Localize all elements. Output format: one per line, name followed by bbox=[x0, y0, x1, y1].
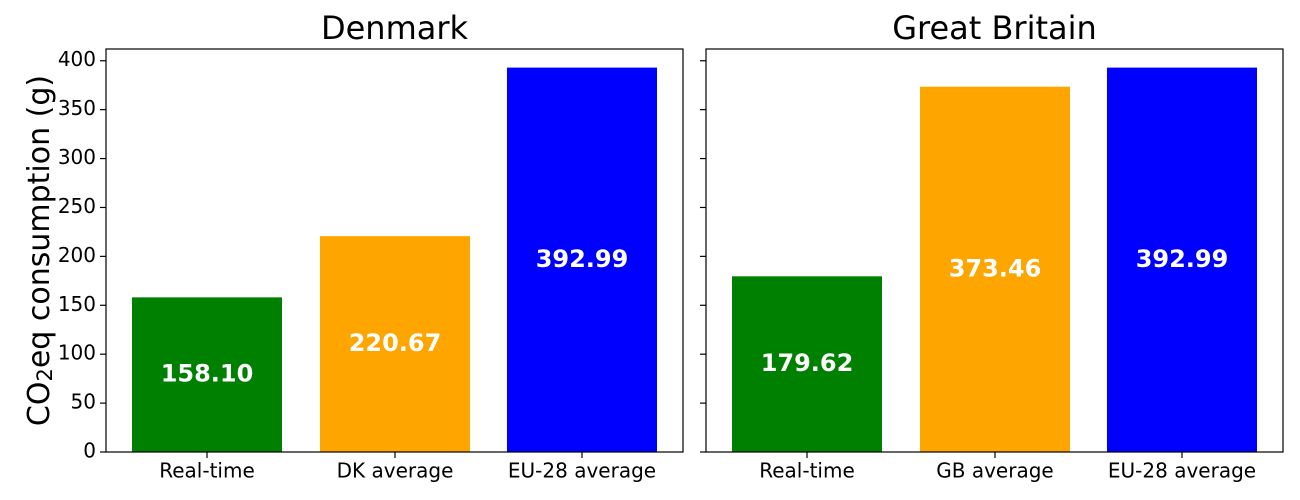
bar-eu-28-average bbox=[507, 67, 657, 453]
x-tick-label: EU-28 average bbox=[508, 459, 656, 483]
bar-value-label: 179.62 bbox=[761, 349, 854, 377]
bar-value-label: 373.46 bbox=[949, 254, 1042, 282]
y-tick-label: 100 bbox=[58, 341, 96, 365]
bar-value-label: 158.10 bbox=[161, 360, 254, 388]
y-tick-label: 350 bbox=[58, 96, 96, 120]
y-tick-label: 50 bbox=[71, 390, 96, 414]
bar-value-label: 392.99 bbox=[1136, 245, 1229, 273]
bar-real-time bbox=[732, 276, 882, 452]
chart-title: Denmark bbox=[321, 9, 469, 47]
x-tick-label: EU-28 average bbox=[1108, 459, 1256, 483]
y-tick-label: 150 bbox=[58, 292, 96, 316]
x-tick-label: Real-time bbox=[759, 459, 855, 483]
bar-gb-average bbox=[920, 86, 1070, 452]
panel-denmark: 158.10 220.67 392.99 0 50 100 150 200 250 300 350 4… bbox=[22, 9, 684, 483]
y-tick-label: 300 bbox=[58, 145, 96, 169]
bar-value-label: 392.99 bbox=[536, 245, 629, 273]
bar-value-label: 220.67 bbox=[349, 329, 442, 357]
y-tick-label: 250 bbox=[58, 194, 96, 218]
y-axis-label: CO2eq consumption (g) bbox=[22, 75, 58, 426]
bar-eu-28-average bbox=[1107, 67, 1257, 453]
y-tick-label: 400 bbox=[58, 47, 96, 71]
y-tick-label: 200 bbox=[58, 243, 96, 267]
chart-title: Great Britain bbox=[892, 9, 1097, 47]
x-tick-label: Real-time bbox=[159, 459, 255, 483]
bar-real-time bbox=[132, 297, 282, 452]
x-tick-label: GB average bbox=[936, 459, 1053, 483]
panel-great-britain: 179.62 373.46 392.99 Real-time GB average EU-… bbox=[700, 9, 1284, 483]
y-tick-label: 0 bbox=[83, 439, 96, 463]
x-tick-label: DK average bbox=[337, 459, 454, 483]
bar-dk-average bbox=[320, 236, 470, 452]
